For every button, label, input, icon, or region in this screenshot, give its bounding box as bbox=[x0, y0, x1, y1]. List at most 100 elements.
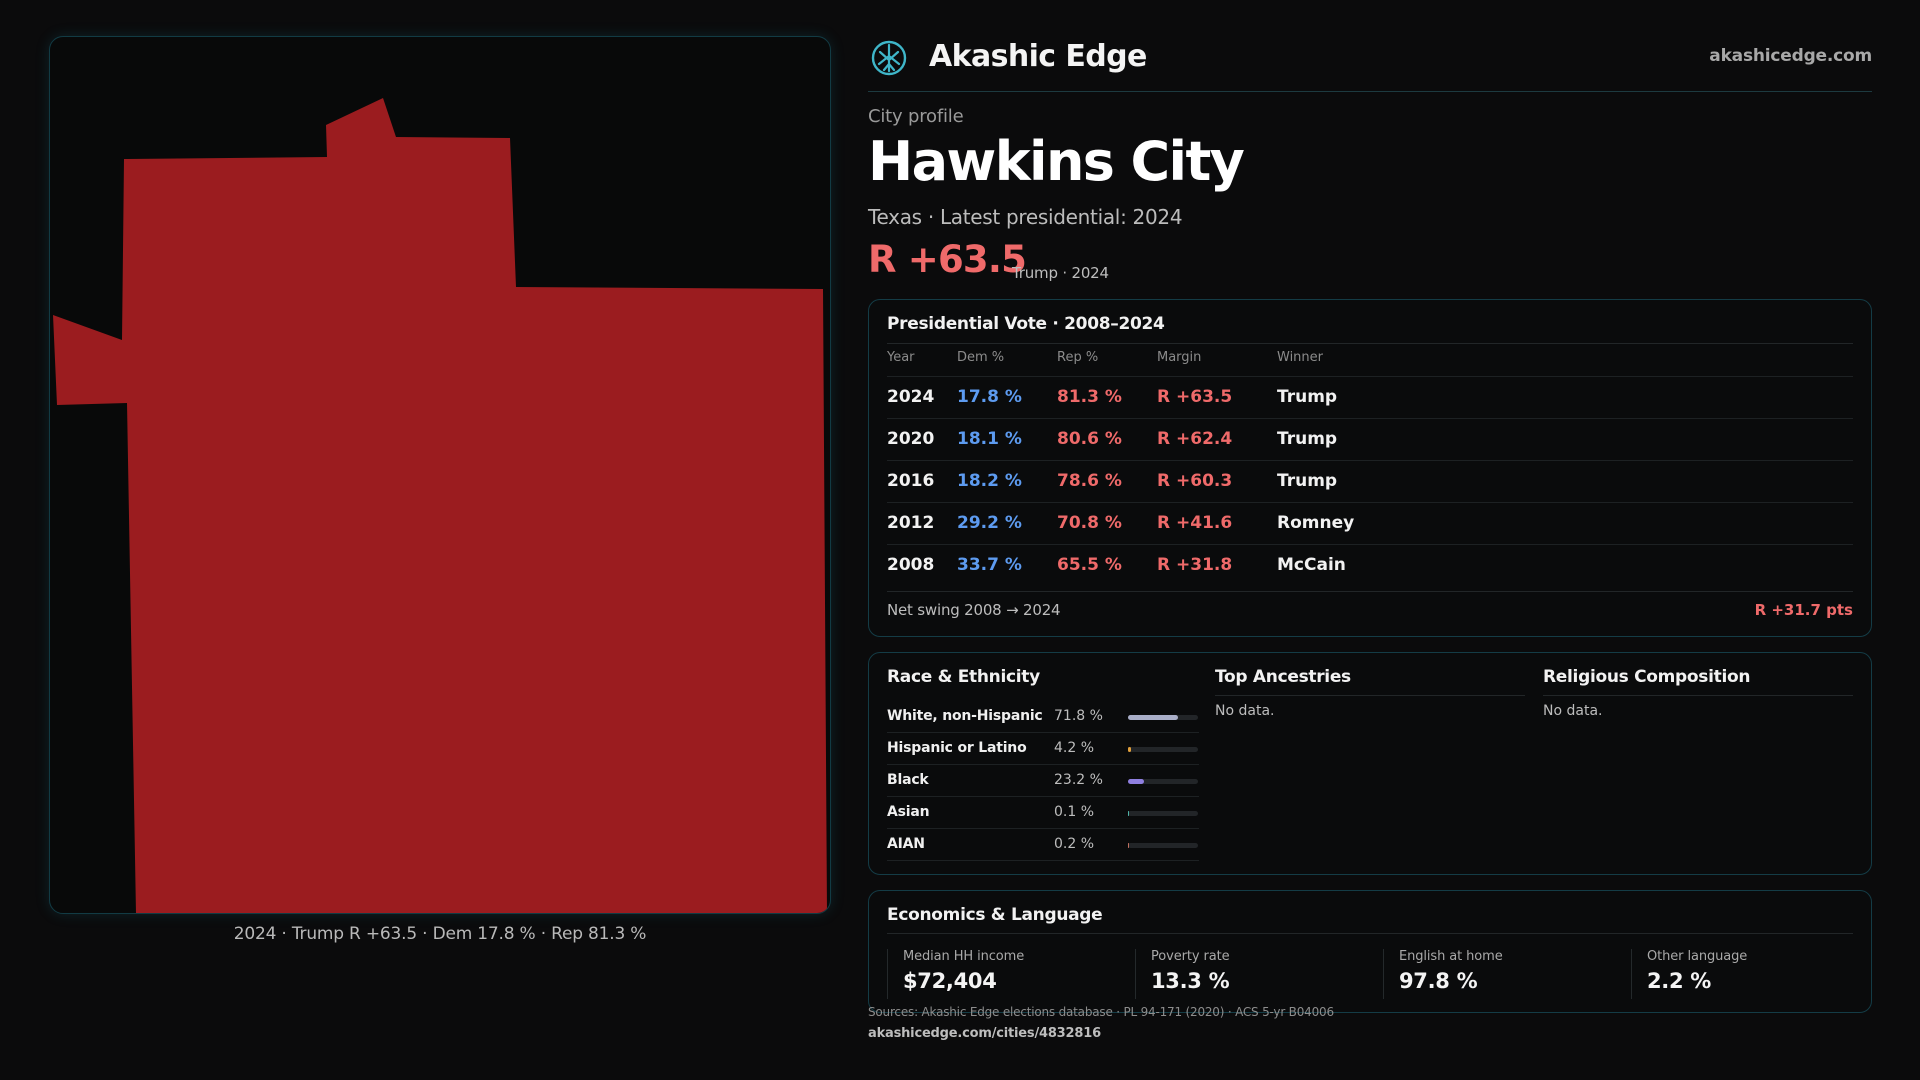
divider bbox=[887, 591, 1853, 592]
divider bbox=[887, 343, 1853, 344]
race-label: AIAN bbox=[887, 836, 925, 852]
cell-dem: 17.8 % bbox=[957, 387, 1022, 407]
stat-label: Other language bbox=[1647, 949, 1748, 964]
table-row: 2016 18.2 % 78.6 % R +60.3 Trump bbox=[887, 460, 1853, 501]
vote-card-title: Presidential Vote · 2008–2024 bbox=[887, 314, 1165, 334]
net-swing-value: R +31.7 pts bbox=[1754, 601, 1853, 619]
ancestries-title: Top Ancestries bbox=[1215, 667, 1351, 687]
race-bar-fill bbox=[1128, 779, 1145, 784]
cell-year: 2024 bbox=[887, 387, 935, 407]
page-title: Hawkins City bbox=[868, 130, 1245, 193]
cell-margin: R +41.6 bbox=[1157, 513, 1233, 533]
site-link[interactable]: akashicedge.com bbox=[1709, 46, 1872, 66]
race-bar-fill bbox=[1128, 715, 1179, 720]
race-ethnicity-section: Race & Ethnicity White, non-Hispanic 71.8… bbox=[887, 653, 1199, 874]
cell-margin: R +31.8 bbox=[1157, 555, 1233, 575]
city-boundary-map bbox=[53, 98, 827, 913]
cell-margin: R +60.3 bbox=[1157, 471, 1233, 491]
race-bar-track bbox=[1128, 747, 1198, 752]
cell-dem: 18.2 % bbox=[957, 471, 1022, 491]
cell-winner: Trump bbox=[1277, 387, 1338, 407]
cell-winner: Trump bbox=[1277, 471, 1338, 491]
latest-margin-caption: Trump · 2024 bbox=[1012, 264, 1109, 282]
race-bar-fill bbox=[1128, 811, 1129, 816]
cell-winner: McCain bbox=[1277, 555, 1346, 575]
race-label: Hispanic or Latino bbox=[887, 740, 1027, 756]
cell-rep: 78.6 % bbox=[1057, 471, 1122, 491]
table-row: 2020 18.1 % 80.6 % R +62.4 Trump bbox=[887, 418, 1853, 459]
race-percent: 4.2 % bbox=[1054, 740, 1095, 756]
race-label: Asian bbox=[887, 804, 930, 820]
cell-year: 2008 bbox=[887, 555, 935, 575]
header-year: Year bbox=[887, 350, 915, 365]
race-row: White, non-Hispanic 71.8 % bbox=[887, 701, 1199, 733]
stat-value: 97.8 % bbox=[1399, 969, 1478, 993]
religion-section: Religious Composition No data. bbox=[1543, 653, 1853, 874]
race-percent: 0.2 % bbox=[1054, 836, 1095, 852]
cell-year: 2016 bbox=[887, 471, 935, 491]
race-label: White, non-Hispanic bbox=[887, 708, 1043, 724]
race-bar-track bbox=[1128, 843, 1198, 848]
cell-rep: 81.3 % bbox=[1057, 387, 1122, 407]
religion-empty: No data. bbox=[1543, 703, 1603, 719]
stat-poverty-rate: Poverty rate 13.3 % bbox=[1135, 949, 1383, 999]
race-title: Race & Ethnicity bbox=[887, 667, 1040, 687]
race-label: Black bbox=[887, 772, 929, 788]
economics-card: Economics & Language Median HH income $7… bbox=[868, 890, 1872, 1013]
cell-margin: R +62.4 bbox=[1157, 429, 1233, 449]
race-bar-track bbox=[1128, 779, 1198, 784]
stat-value: 13.3 % bbox=[1151, 969, 1230, 993]
header-winner: Winner bbox=[1277, 350, 1324, 365]
header: Akashic Edge akashicedge.com bbox=[868, 36, 1872, 92]
cell-rep: 70.8 % bbox=[1057, 513, 1122, 533]
akashic-edge-logo-icon bbox=[871, 40, 907, 76]
race-bar-fill bbox=[1128, 843, 1129, 848]
presidential-vote-card: Presidential Vote · 2008–2024 Year Dem %… bbox=[868, 299, 1872, 637]
header-rep: Rep % bbox=[1057, 350, 1099, 365]
race-percent: 0.1 % bbox=[1054, 804, 1095, 820]
stat-label: English at home bbox=[1399, 949, 1503, 964]
race-row: Asian 0.1 % bbox=[887, 797, 1199, 829]
table-row: 2012 29.2 % 70.8 % R +41.6 Romney bbox=[887, 502, 1853, 543]
header-dem: Dem % bbox=[957, 350, 1005, 365]
race-bar-fill bbox=[1128, 747, 1131, 752]
cell-winner: Trump bbox=[1277, 429, 1338, 449]
table-row: 2008 33.7 % 65.5 % R +31.8 McCain bbox=[887, 544, 1853, 585]
latest-margin: R +63.5 bbox=[868, 238, 1027, 281]
header-margin: Margin bbox=[1157, 350, 1202, 365]
stat-value: 2.2 % bbox=[1647, 969, 1712, 993]
city-map[interactable] bbox=[49, 36, 831, 914]
cell-dem: 18.1 % bbox=[957, 429, 1022, 449]
cell-year: 2012 bbox=[887, 513, 935, 533]
cell-rep: 80.6 % bbox=[1057, 429, 1122, 449]
profile-subtitle: Texas · Latest presidential: 2024 bbox=[868, 205, 1183, 229]
religion-title: Religious Composition bbox=[1543, 667, 1751, 687]
ancestries-section: Top Ancestries No data. bbox=[1215, 653, 1525, 874]
city-boundary-shape bbox=[53, 98, 827, 913]
city-url-link[interactable]: akashicedge.com/cities/4832816 bbox=[868, 1026, 1101, 1041]
stat-label: Median HH income bbox=[903, 949, 1025, 964]
brand-name: Akashic Edge bbox=[929, 39, 1147, 74]
race-percent: 23.2 % bbox=[1054, 772, 1103, 788]
cell-margin: R +63.5 bbox=[1157, 387, 1233, 407]
ancestries-empty: No data. bbox=[1215, 703, 1275, 719]
economics-title: Economics & Language bbox=[887, 905, 1103, 925]
stat-label: Poverty rate bbox=[1151, 949, 1230, 964]
race-row: Hispanic or Latino 4.2 % bbox=[887, 733, 1199, 765]
stat-value: $72,404 bbox=[903, 969, 997, 993]
map-caption: 2024 · Trump R +63.5 · Dem 17.8 % · Rep … bbox=[233, 924, 647, 944]
stat-english-at-home: English at home 97.8 % bbox=[1383, 949, 1631, 999]
race-bar-track bbox=[1128, 715, 1198, 720]
race-percent: 71.8 % bbox=[1054, 708, 1103, 724]
demographics-card: Race & Ethnicity White, non-Hispanic 71.8… bbox=[868, 652, 1872, 875]
cell-year: 2020 bbox=[887, 429, 935, 449]
table-row: 2024 17.8 % 81.3 % R +63.5 Trump bbox=[887, 376, 1853, 417]
cell-winner: Romney bbox=[1277, 513, 1355, 533]
divider bbox=[887, 933, 1853, 934]
profile-label: City profile bbox=[868, 106, 964, 127]
cell-rep: 65.5 % bbox=[1057, 555, 1122, 575]
cell-dem: 33.7 % bbox=[957, 555, 1022, 575]
sources-note: Sources: Akashic Edge elections database… bbox=[868, 1005, 1334, 1019]
race-row: Black 23.2 % bbox=[887, 765, 1199, 797]
vote-table-header: Year Dem % Rep % Margin Winner bbox=[887, 350, 1853, 376]
